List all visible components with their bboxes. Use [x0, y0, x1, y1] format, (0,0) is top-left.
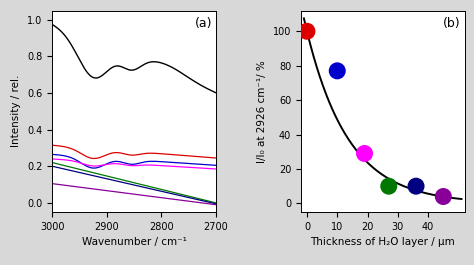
Text: (a): (a)	[194, 17, 212, 30]
Point	[303, 29, 311, 33]
Point	[412, 184, 420, 188]
X-axis label: Wavenumber / cm⁻¹: Wavenumber / cm⁻¹	[82, 237, 186, 247]
X-axis label: Thickness of H₂O layer / μm: Thickness of H₂O layer / μm	[310, 237, 455, 247]
Point	[385, 184, 392, 188]
Y-axis label: I/I₀ at 2926 cm⁻¹/ %: I/I₀ at 2926 cm⁻¹/ %	[257, 60, 267, 163]
Y-axis label: Intensity / rel.: Intensity / rel.	[11, 75, 21, 148]
Text: (b): (b)	[443, 17, 461, 30]
Point	[439, 195, 447, 199]
Point	[333, 69, 341, 73]
Point	[361, 151, 368, 156]
